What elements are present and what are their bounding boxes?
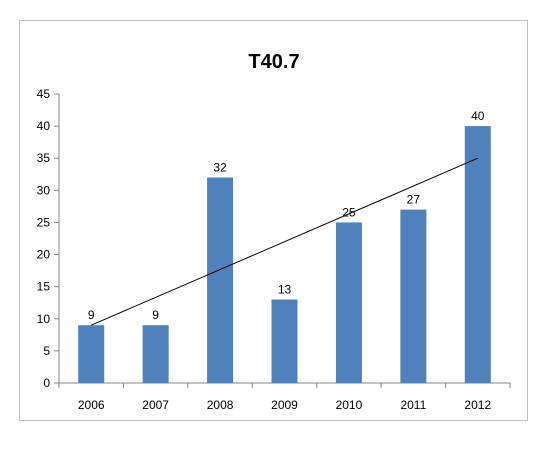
x-tick-label: 2009 bbox=[271, 398, 298, 412]
bars bbox=[78, 126, 491, 383]
x-tick-label: 2012 bbox=[464, 398, 491, 412]
y-tick-label: 5 bbox=[43, 344, 50, 358]
y-tick-label: 35 bbox=[37, 151, 51, 165]
data-label: 13 bbox=[278, 283, 292, 297]
chart-frame: T40.7 0 5 10 15 20 25 30 35 40 45 2006 2007 2008 200… bbox=[19, 20, 528, 421]
bar-2006 bbox=[78, 325, 105, 383]
x-axis: 2006 2007 2008 2009 2010 2011 2012 bbox=[58, 382, 511, 412]
y-tick-label: 40 bbox=[37, 119, 51, 133]
data-label: 9 bbox=[152, 308, 159, 322]
trendline bbox=[91, 157, 478, 326]
y-tick-label: 25 bbox=[37, 215, 51, 229]
x-tick-label: 2011 bbox=[400, 398, 426, 412]
data-label: 32 bbox=[213, 160, 227, 174]
trendline-line bbox=[91, 157, 478, 326]
y-tick-label: 30 bbox=[37, 183, 51, 197]
y-tick-label: 20 bbox=[37, 248, 51, 262]
bar-2012 bbox=[464, 126, 491, 383]
data-label: 27 bbox=[407, 193, 421, 207]
bar-2008 bbox=[207, 177, 234, 383]
data-labels: 9 9 32 13 25 27 40 bbox=[88, 109, 485, 322]
x-tick-label: 2008 bbox=[207, 398, 234, 412]
bar-2011 bbox=[400, 209, 427, 383]
bar-2010 bbox=[335, 222, 362, 383]
x-tick-label: 2006 bbox=[78, 398, 105, 412]
chart-title: T40.7 bbox=[248, 51, 299, 73]
y-axis: 0 5 10 15 20 25 30 35 40 45 bbox=[37, 87, 60, 390]
bar-2009 bbox=[271, 299, 298, 383]
x-tick-label: 2010 bbox=[336, 398, 363, 412]
y-tick-label: 15 bbox=[37, 280, 51, 294]
data-label: 25 bbox=[342, 205, 356, 219]
data-label: 9 bbox=[88, 308, 95, 322]
y-tick-label: 0 bbox=[43, 376, 50, 390]
y-tick-label: 10 bbox=[37, 312, 51, 326]
x-tick-label: 2007 bbox=[142, 398, 169, 412]
bar-2007 bbox=[142, 325, 169, 383]
data-label: 40 bbox=[471, 109, 485, 123]
y-tick-label: 45 bbox=[37, 87, 51, 101]
